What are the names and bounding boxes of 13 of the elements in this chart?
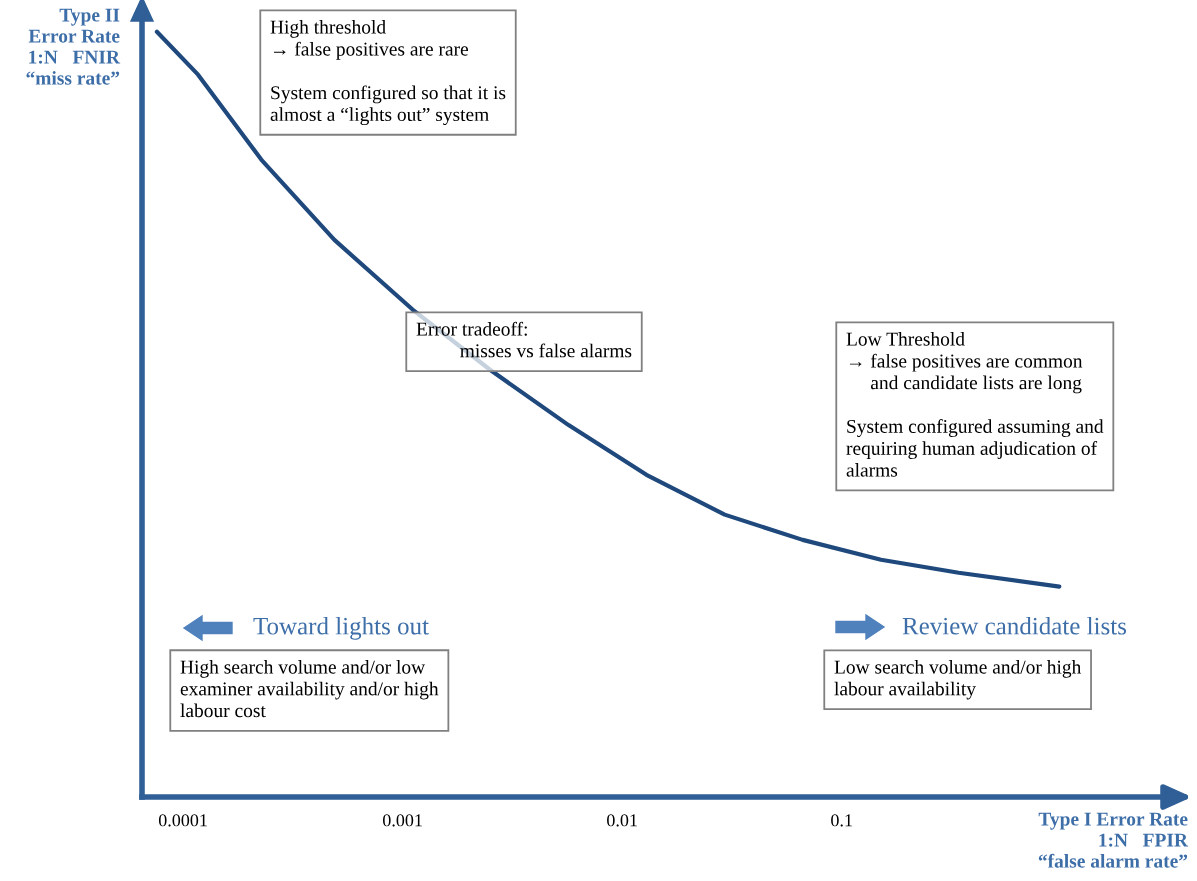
annotation: Error tradeoff: misses vs false alarms: [416, 321, 632, 358]
x-tick-label: 0.01: [607, 814, 637, 827]
x-tick-label: 0.0001: [158, 814, 207, 827]
annotation: Review candidate lists: [902, 617, 1127, 635]
x-tick-label: 0.001: [382, 814, 422, 827]
annotation: Low search volume and/or high labour availability: [834, 660, 1082, 700]
x-axis-title: Type I Error Rate 1:N FPIR “false alarm rate”: [1038, 812, 1189, 868]
text: High threshold → false positives are rare System configured so that it is almost a “lights out” system: [270, 20, 506, 126]
text: Low Threshold → false positives are common and candidate lists are long System configured assuming and requiring human adjudication of alarms: [846, 332, 1104, 477]
annotation: Toward lights out: [253, 617, 429, 640]
annotation: High search volume and/or low examiner availability and/or high labour cost: [180, 660, 439, 718]
y-axis-title: Type II Error Rate 1:N FNIR “miss rate”: [26, 8, 121, 85]
x-tick-label: 0.1: [831, 814, 852, 827]
